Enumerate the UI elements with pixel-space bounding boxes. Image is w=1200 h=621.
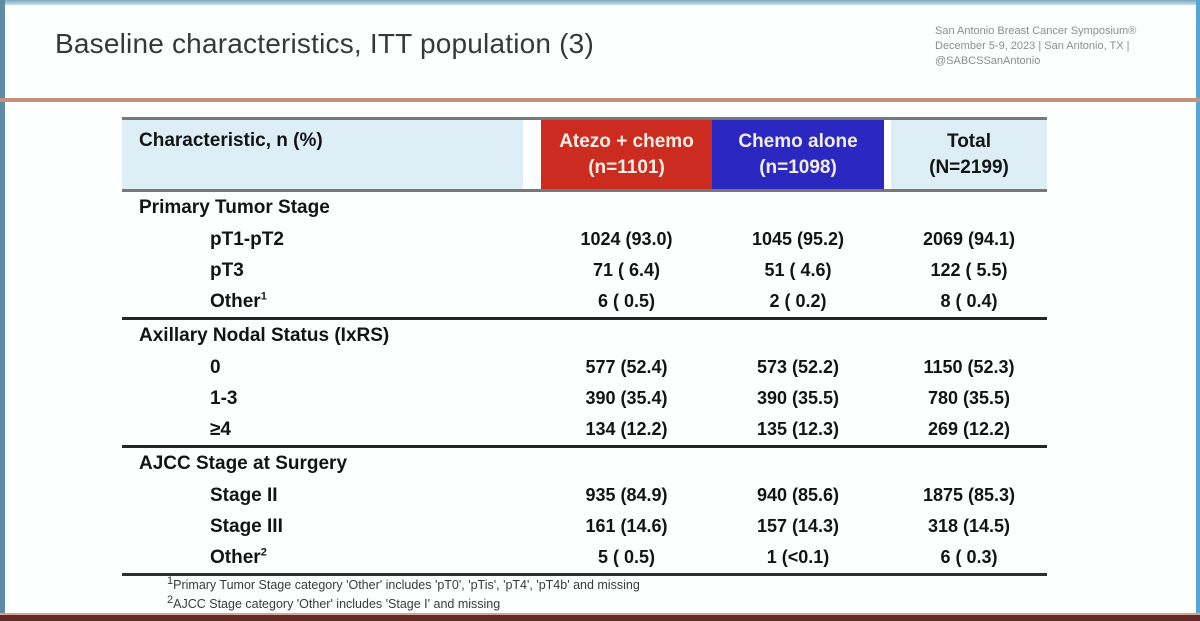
row-label: pT3 xyxy=(210,259,244,281)
table-row: ≥4 134 (12.2) 135 (12.3) 269 (12.2) xyxy=(122,414,1047,445)
table-header-row: Characteristic, n (%) Atezo + chemo (n=1… xyxy=(122,120,1047,192)
cell-atezo: 71 ( 6.4) xyxy=(592,260,661,280)
table-row: pT1-pT2 1024 (93.0) 1045 (95.2) 2069 (94.1) xyxy=(122,224,1047,255)
cell-total: 780 (35.5) xyxy=(927,388,1011,408)
frame-right-edge xyxy=(1196,0,1200,621)
meta-line: December 5-9, 2023 | San Antonio, TX | xyxy=(935,40,1130,52)
cell-chemo: 1045 (95.2) xyxy=(751,229,845,249)
row-label: pT1-pT2 xyxy=(210,228,284,250)
table-body: Primary Tumor Stage pT1-pT2 1024 (93.0) 104… xyxy=(122,192,1047,573)
column-gap xyxy=(884,120,891,189)
row-label: 0 xyxy=(210,356,221,378)
column-header-atezo-line2: (n=1101) xyxy=(588,156,665,178)
column-header-chemo-line2: (n=1098) xyxy=(759,156,837,178)
column-header-total: Total (N=2199) xyxy=(891,120,1047,189)
column-header-total-line1: Total xyxy=(947,130,991,152)
cell-atezo: 6 ( 0.5) xyxy=(597,291,656,311)
cell-chemo: 51 ( 4.6) xyxy=(764,260,832,280)
superscript-marker: 2 xyxy=(260,546,267,559)
superscript-marker: 1 xyxy=(260,290,267,303)
cell-total: 8 ( 0.4) xyxy=(940,291,998,311)
row-label: ≥4 xyxy=(210,418,231,440)
column-header-chemo-line1: Chemo alone xyxy=(738,130,858,152)
table-section: AJCC Stage at Surgery Stage II 935 (84.9) 9… xyxy=(122,445,1047,573)
table-row: pT3 71 ( 6.4) 51 ( 4.6) 122 ( 5.5) xyxy=(122,255,1047,286)
column-header-total-line2: (N=2199) xyxy=(929,156,1009,178)
row-label: Stage II xyxy=(210,484,278,506)
column-header-characteristic: Characteristic, n (%) xyxy=(122,120,523,189)
table-row: Other2 5 ( 0.5) 1 (<0.1) 6 ( 0.3) xyxy=(122,542,1047,573)
cell-chemo: 2 ( 0.2) xyxy=(769,291,827,311)
title-rule xyxy=(0,98,1200,102)
baseline-table: Characteristic, n (%) Atezo + chemo (n=1… xyxy=(122,117,1047,576)
column-gap xyxy=(523,120,541,189)
cell-atezo: 390 (35.4) xyxy=(585,388,668,408)
footnote-marker: 1 xyxy=(167,574,174,587)
frame-left-edge xyxy=(0,0,5,621)
column-header-atezo-line1: Atezo + chemo xyxy=(559,130,694,152)
cell-chemo: 390 (35.5) xyxy=(756,388,840,408)
cell-total: 1875 (85.3) xyxy=(922,485,1016,505)
cell-total: 318 (14.5) xyxy=(927,516,1011,536)
row-label: Other2 xyxy=(210,546,267,568)
table-row: Stage III 161 (14.6) 157 (14.3) 318 (14.5) xyxy=(122,511,1047,542)
meta-line: San Antonio Breast Cancer Symposium® xyxy=(935,25,1137,37)
row-label: Stage III xyxy=(210,515,283,537)
cell-atezo: 935 (84.9) xyxy=(585,485,668,505)
section-title: Primary Tumor Stage xyxy=(139,197,330,218)
footnote: 1Primary Tumor Stage category 'Other' in… xyxy=(167,574,640,592)
cell-atezo: 161 (14.6) xyxy=(585,516,668,536)
page-title: Baseline characteristics, ITT population… xyxy=(55,28,594,59)
cell-atezo: 134 (12.2) xyxy=(585,419,668,439)
cell-atezo: 577 (52.4) xyxy=(585,357,668,377)
cell-chemo: 135 (12.3) xyxy=(756,419,840,439)
cell-chemo: 573 (52.2) xyxy=(756,357,840,377)
cell-total: 122 ( 5.5) xyxy=(930,260,1008,280)
cell-chemo: 940 (85.6) xyxy=(756,485,840,505)
footnote-marker: 2 xyxy=(167,593,174,606)
footnotes: 1Primary Tumor Stage category 'Other' in… xyxy=(167,574,640,614)
column-header-atezo: Atezo + chemo (n=1101) xyxy=(541,120,712,189)
cell-chemo: 1 (<0.1) xyxy=(766,547,830,567)
table-row: Stage II 935 (84.9) 940 (85.6) 1875 (85.3) xyxy=(122,480,1047,511)
section-title: AJCC Stage at Surgery xyxy=(139,453,348,474)
cell-total: 269 (12.2) xyxy=(927,419,1011,439)
table-section: Axillary Nodal Status (IxRS) 0 577 (52.4) 5… xyxy=(122,317,1047,445)
table-row: 1-3 390 (35.4) 390 (35.5) 780 (35.5) xyxy=(122,383,1047,414)
cell-total: 6 ( 0.3) xyxy=(940,547,998,567)
frame-top-edge xyxy=(0,0,1200,5)
cell-total: 2069 (94.1) xyxy=(922,229,1016,249)
cell-total: 1150 (52.3) xyxy=(923,357,1015,377)
table-row: Other1 6 ( 0.5) 2 ( 0.2) 8 ( 0.4) xyxy=(122,286,1047,317)
bottom-bar xyxy=(0,613,1200,621)
cell-chemo: 157 (14.3) xyxy=(756,516,840,536)
symposium-meta: San Antonio Breast Cancer Symposium® Dece… xyxy=(935,24,1136,69)
row-label: 1-3 xyxy=(210,387,238,409)
footnote: 2AJCC Stage category 'Other' includes 'S… xyxy=(167,593,501,611)
table-row: 0 577 (52.4) 573 (52.2) 1150 (52.3) xyxy=(122,352,1047,383)
cell-atezo: 1024 (93.0) xyxy=(580,229,673,249)
row-label: Other1 xyxy=(210,290,267,312)
cell-atezo: 5 ( 0.5) xyxy=(597,547,656,567)
meta-line: @SABCSSanAntonio xyxy=(935,55,1041,67)
column-header-chemo: Chemo alone (n=1098) xyxy=(712,120,884,189)
section-title: Axillary Nodal Status (IxRS) xyxy=(139,325,390,346)
table-section: Primary Tumor Stage pT1-pT2 1024 (93.0) 104… xyxy=(122,192,1047,317)
